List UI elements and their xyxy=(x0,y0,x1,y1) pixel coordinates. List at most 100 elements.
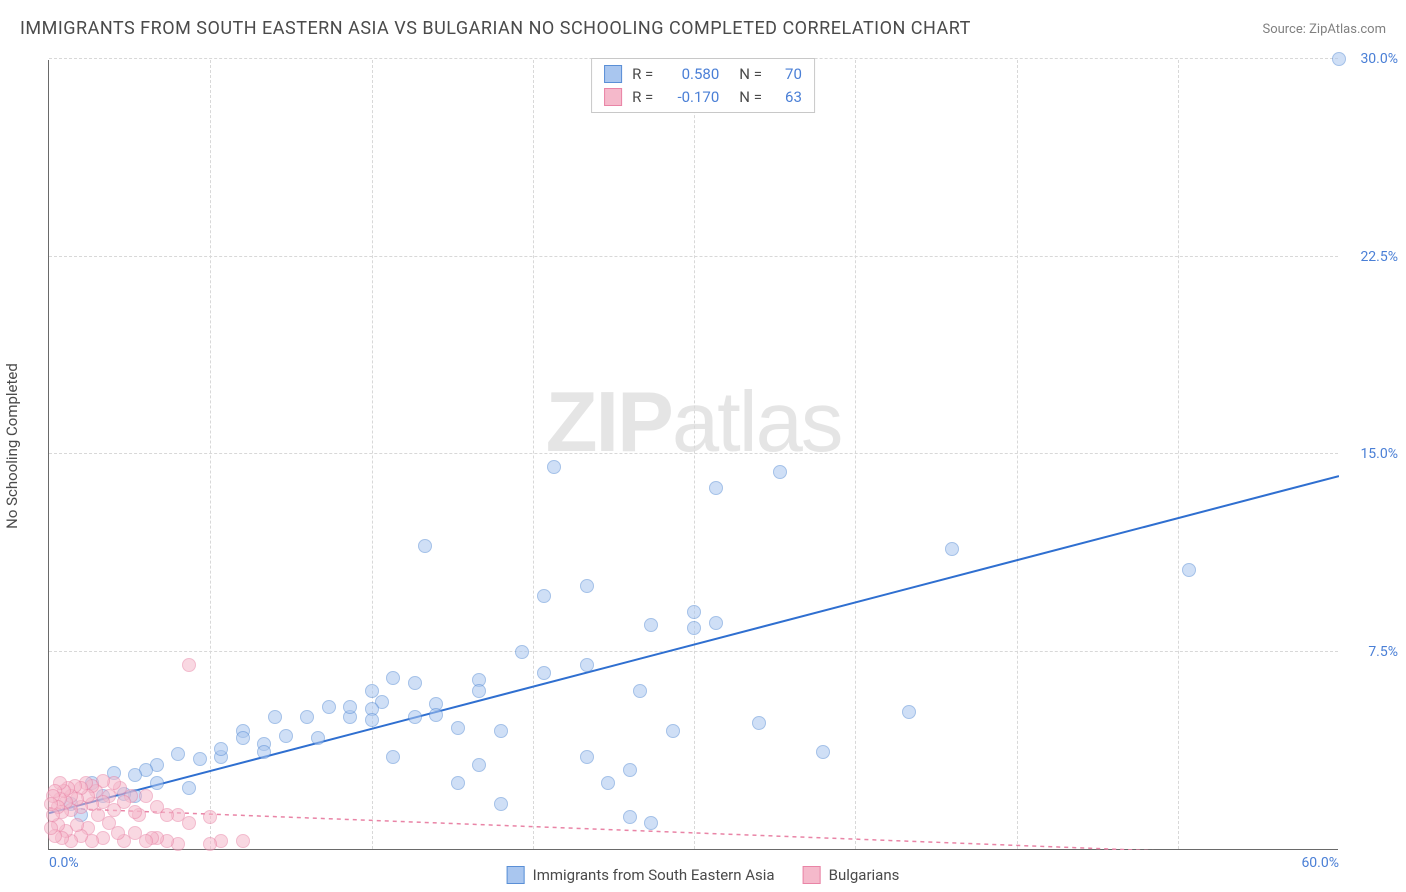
y-tick-label: 15.0% xyxy=(1343,446,1398,462)
y-tick-label: 22.5% xyxy=(1343,249,1398,265)
data-point-sea xyxy=(644,816,658,830)
legend-series-bul: Bulgarians xyxy=(803,866,900,884)
grid-line-v xyxy=(533,60,534,849)
data-point-sea xyxy=(236,731,250,745)
data-point-bul xyxy=(203,837,217,851)
series-legend: Immigrants from South Eastern Asia Bulgar… xyxy=(507,866,900,884)
data-point-sea xyxy=(537,589,551,603)
data-point-sea xyxy=(150,776,164,790)
data-point-sea xyxy=(365,684,379,698)
grid-line-v xyxy=(1178,60,1179,849)
legend-swatch-sea xyxy=(507,866,525,884)
legend-r-value: 0.580 xyxy=(663,63,719,86)
legend-series-label: Bulgarians xyxy=(829,866,900,884)
data-point-sea xyxy=(580,658,594,672)
data-point-sea xyxy=(311,731,325,745)
data-point-bul xyxy=(150,800,164,814)
legend-corr-row-sea: R = 0.580 N = 70 xyxy=(604,63,802,86)
data-point-sea xyxy=(709,481,723,495)
legend-r-label: R = xyxy=(632,63,653,86)
data-point-bul xyxy=(139,789,153,803)
data-point-bul xyxy=(236,834,250,848)
legend-series-sea: Immigrants from South Eastern Asia xyxy=(507,866,775,884)
legend-corr-row-bul: R =-0.170N =63 xyxy=(604,86,802,109)
data-point-sea xyxy=(515,645,529,659)
grid-line-v xyxy=(372,60,373,849)
data-point-sea xyxy=(709,616,723,630)
data-point-bul xyxy=(44,797,58,811)
data-point-sea xyxy=(171,747,185,761)
source-attribution: Source: ZipAtlas.com xyxy=(1262,22,1386,37)
data-point-sea xyxy=(580,579,594,593)
data-point-sea xyxy=(257,745,271,759)
data-point-sea xyxy=(429,708,443,722)
legend-r-value: -0.170 xyxy=(663,86,719,109)
data-point-sea xyxy=(601,776,615,790)
data-point-sea xyxy=(300,710,314,724)
data-point-sea xyxy=(451,721,465,735)
data-point-sea xyxy=(128,768,142,782)
data-point-sea xyxy=(182,781,196,795)
legend-series-label: Immigrants from South Eastern Asia xyxy=(533,866,775,884)
data-point-sea xyxy=(279,729,293,743)
data-point-sea xyxy=(343,700,357,714)
correlation-legend: R =0.580N =70R =-0.170N =63 xyxy=(591,58,815,113)
source-name: ZipAtlas.com xyxy=(1309,22,1386,37)
data-point-sea xyxy=(580,750,594,764)
y-axis-label: No Schooling Completed xyxy=(3,363,21,529)
grid-line-v xyxy=(694,60,695,849)
data-point-sea xyxy=(666,724,680,738)
data-point-sea xyxy=(322,700,336,714)
y-tick-label: 7.5% xyxy=(1343,644,1398,660)
legend-n-value: 70 xyxy=(772,63,802,86)
legend-swatch-sea xyxy=(604,65,622,83)
data-point-sea xyxy=(687,621,701,635)
data-point-sea xyxy=(752,716,766,730)
data-point-sea xyxy=(1332,52,1346,66)
grid-line-v xyxy=(210,60,211,849)
data-point-sea xyxy=(1182,563,1196,577)
data-point-sea xyxy=(644,618,658,632)
legend-swatch-bul xyxy=(803,866,821,884)
data-point-bul xyxy=(203,810,217,824)
data-point-bul xyxy=(44,821,58,835)
data-point-sea xyxy=(623,810,637,824)
scatter-plot-area: ZIPatlas 7.5%15.0%22.5%30.0%0.0%60.0% xyxy=(48,60,1338,850)
data-point-sea xyxy=(365,713,379,727)
data-point-sea xyxy=(623,763,637,777)
data-point-sea xyxy=(773,465,787,479)
watermark-bold: ZIP xyxy=(546,375,672,470)
chart-title: IMMIGRANTS FROM SOUTH EASTERN ASIA VS BU… xyxy=(20,18,971,39)
data-point-sea xyxy=(214,742,228,756)
data-point-sea xyxy=(945,542,959,556)
data-point-sea xyxy=(547,460,561,474)
data-point-sea xyxy=(472,758,486,772)
data-point-sea xyxy=(408,710,422,724)
data-point-sea xyxy=(386,750,400,764)
x-tick-label: 0.0% xyxy=(49,855,79,871)
data-point-sea xyxy=(816,745,830,759)
data-point-sea xyxy=(472,684,486,698)
legend-n-label: N = xyxy=(739,86,762,109)
grid-line-v xyxy=(855,60,856,849)
source-prefix: Source: xyxy=(1262,22,1309,37)
data-point-sea xyxy=(268,710,282,724)
data-point-sea xyxy=(494,797,508,811)
legend-swatch-bul xyxy=(604,88,622,106)
data-point-sea xyxy=(193,752,207,766)
data-point-bul xyxy=(182,658,196,672)
data-point-sea xyxy=(451,776,465,790)
data-point-sea xyxy=(687,605,701,619)
y-tick-label: 30.0% xyxy=(1343,51,1398,67)
x-tick-label: 60.0% xyxy=(1301,855,1339,871)
data-point-sea xyxy=(418,539,432,553)
legend-r-label: R = xyxy=(632,86,653,109)
data-point-sea xyxy=(537,666,551,680)
data-point-sea xyxy=(494,724,508,738)
legend-n-label: N = xyxy=(739,63,762,86)
data-point-sea xyxy=(386,671,400,685)
data-point-sea xyxy=(902,705,916,719)
data-point-bul xyxy=(128,805,142,819)
watermark-light: atlas xyxy=(672,375,842,470)
data-point-sea xyxy=(408,676,422,690)
